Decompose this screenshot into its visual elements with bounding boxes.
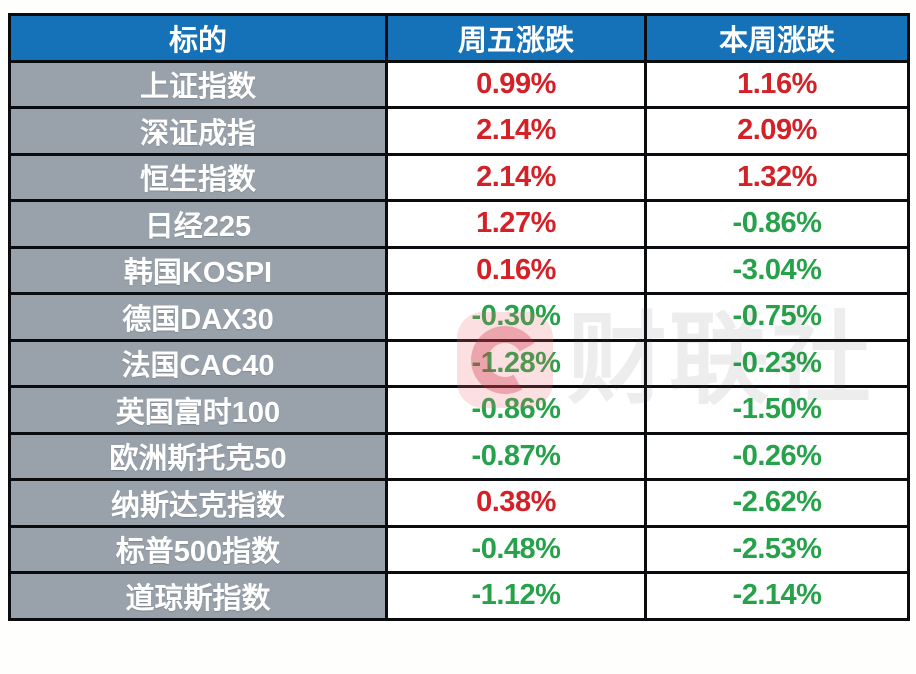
- week-change-cell: -2.53%: [644, 524, 910, 574]
- table-row: 日经225 1.27% -0.86%: [8, 199, 910, 249]
- friday-change-cell: -0.30%: [385, 292, 647, 342]
- index-name-cell: 上证指数: [8, 59, 388, 109]
- index-name-cell: 德国DAX30: [8, 292, 388, 342]
- week-change-cell: -1.50%: [644, 385, 910, 435]
- week-change-cell: -0.26%: [644, 431, 910, 481]
- index-name-cell: 日经225: [8, 199, 388, 249]
- friday-change-cell: -1.12%: [385, 571, 647, 621]
- col-header-week-change: 本周涨跌: [644, 13, 910, 63]
- friday-change-cell: -0.86%: [385, 385, 647, 435]
- week-change-cell: 1.32%: [644, 152, 910, 202]
- week-change-cell: -2.14%: [644, 571, 910, 621]
- index-name-cell: 纳斯达克指数: [8, 478, 388, 528]
- friday-change-cell: -0.48%: [385, 524, 647, 574]
- friday-change-cell: 2.14%: [385, 106, 647, 156]
- friday-change-cell: 0.99%: [385, 59, 647, 109]
- table-row: 法国CAC40 -1.28% -0.23%: [8, 338, 910, 388]
- market-summary-page: 标的 周五涨跌 本周涨跌 上证指数 0.99% 1.16% 深证成指 2.14% 2.09…: [8, 13, 910, 621]
- table-row: 欧洲斯托克50 -0.87% -0.26%: [8, 431, 910, 481]
- friday-change-cell: -1.28%: [385, 338, 647, 388]
- friday-change-cell: 0.16%: [385, 245, 647, 295]
- week-change-cell: 1.16%: [644, 59, 910, 109]
- week-change-cell: 2.09%: [644, 106, 910, 156]
- table-row: 德国DAX30 -0.30% -0.75%: [8, 292, 910, 342]
- friday-change-cell: 1.27%: [385, 199, 647, 249]
- friday-change-cell: -0.87%: [385, 431, 647, 481]
- week-change-cell: -0.86%: [644, 199, 910, 249]
- friday-change-cell: 0.38%: [385, 478, 647, 528]
- index-performance-table: 标的 周五涨跌 本周涨跌 上证指数 0.99% 1.16% 深证成指 2.14% 2.09…: [8, 13, 910, 621]
- index-name-cell: 法国CAC40: [8, 338, 388, 388]
- index-name-cell: 欧洲斯托克50: [8, 431, 388, 481]
- table-row: 纳斯达克指数 0.38% -2.62%: [8, 478, 910, 528]
- table-row: 韩国KOSPI 0.16% -3.04%: [8, 245, 910, 295]
- table-row: 上证指数 0.99% 1.16%: [8, 59, 910, 109]
- week-change-cell: -2.62%: [644, 478, 910, 528]
- friday-change-cell: 2.14%: [385, 152, 647, 202]
- index-name-cell: 恒生指数: [8, 152, 388, 202]
- index-name-cell: 英国富时100: [8, 385, 388, 435]
- col-header-friday-change: 周五涨跌: [385, 13, 647, 63]
- header-row: 标的 周五涨跌 本周涨跌: [8, 13, 910, 63]
- week-change-cell: -0.23%: [644, 338, 910, 388]
- index-name-cell: 道琼斯指数: [8, 571, 388, 621]
- week-change-cell: -3.04%: [644, 245, 910, 295]
- table-row: 深证成指 2.14% 2.09%: [8, 106, 910, 156]
- table-row: 恒生指数 2.14% 1.32%: [8, 152, 910, 202]
- col-header-target: 标的: [8, 13, 388, 63]
- index-name-cell: 韩国KOSPI: [8, 245, 388, 295]
- week-change-cell: -0.75%: [644, 292, 910, 342]
- index-name-cell: 标普500指数: [8, 524, 388, 574]
- table-row: 标普500指数 -0.48% -2.53%: [8, 524, 910, 574]
- index-name-cell: 深证成指: [8, 106, 388, 156]
- table-row: 英国富时100 -0.86% -1.50%: [8, 385, 910, 435]
- table-row: 道琼斯指数 -1.12% -2.14%: [8, 571, 910, 621]
